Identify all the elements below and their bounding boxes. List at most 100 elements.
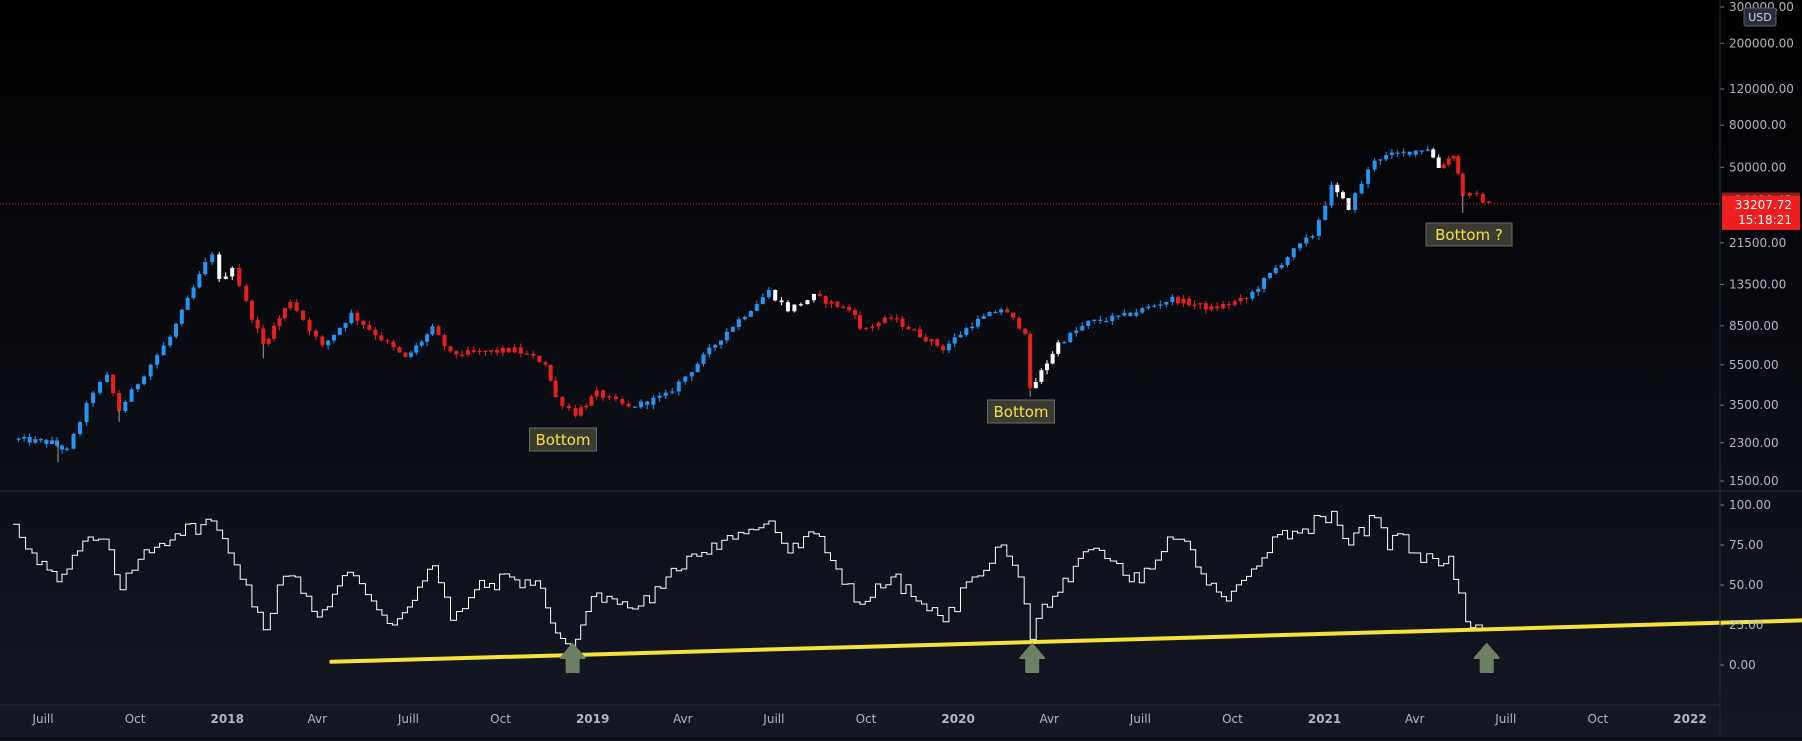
price-candle [272, 325, 277, 339]
price-candle [78, 422, 83, 434]
time-tick-label: Avr [308, 712, 328, 726]
price-candle [870, 326, 875, 328]
price-candle [589, 396, 594, 406]
price-candle [244, 285, 249, 301]
price-candle [1340, 192, 1345, 199]
time-tick-label: Oct [1222, 712, 1243, 726]
price-candle [460, 354, 465, 356]
time-tick-label: Oct [1588, 712, 1609, 726]
price-candle [408, 352, 413, 357]
price-candle [1335, 184, 1340, 193]
price-candle [1039, 370, 1044, 382]
up-arrow-shape [1473, 643, 1500, 673]
price-candle [44, 439, 49, 444]
price-candle [33, 439, 38, 443]
oscillator-line [12, 510, 1490, 650]
price-candle [841, 306, 846, 308]
price-candle [123, 401, 128, 412]
price-tick-label: 8500.00 [1729, 319, 1779, 333]
price-candle [1273, 267, 1278, 273]
price-tick-label: 200000.00 [1729, 36, 1794, 50]
price-candle [436, 326, 441, 335]
price-candle [361, 320, 366, 326]
price-candle [811, 294, 816, 301]
price-candle [1158, 304, 1163, 306]
price-candle [477, 350, 482, 353]
price-candle [1116, 315, 1121, 317]
price-candle [1372, 160, 1377, 170]
price-candle [1256, 288, 1261, 292]
price-candle [1226, 304, 1231, 306]
price-candle [941, 345, 946, 351]
price-candle [1304, 237, 1309, 244]
price-candle [1074, 330, 1079, 333]
price-candle [1011, 312, 1016, 318]
price-candle [261, 328, 266, 344]
time-tick-label: 2019 [576, 712, 609, 726]
price-candle [882, 317, 887, 323]
price-candle [651, 397, 656, 405]
price-candle [173, 323, 178, 337]
price-candle [1291, 248, 1296, 258]
currency-label: USD [1748, 11, 1772, 24]
bottom-annotation-label: Bottom [993, 403, 1048, 421]
price-candle [288, 302, 293, 309]
price-candle [203, 261, 208, 275]
price-candle [1419, 150, 1424, 152]
price-candle [1203, 303, 1208, 310]
up-arrow-icon [1019, 643, 1046, 673]
price-candle [91, 392, 96, 404]
up-arrow-shape [559, 643, 586, 673]
price-candle [355, 312, 360, 321]
price-candle [847, 306, 852, 311]
price-candle [952, 337, 957, 344]
price-candle [117, 393, 122, 412]
price-candle [724, 331, 729, 341]
price-candle [217, 254, 222, 279]
price-tick-label: 120000.00 [1729, 82, 1794, 96]
price-candle [506, 347, 511, 353]
price-candle [1104, 320, 1109, 323]
price-candle [1486, 201, 1491, 203]
price-candle [419, 341, 424, 346]
price-candle [695, 363, 700, 373]
bottom-annotation-label: Bottom ? [1435, 226, 1503, 244]
price-candle [1323, 205, 1328, 220]
price-candle [566, 405, 571, 409]
price-tick-label: 3500.00 [1729, 398, 1779, 412]
price-candle [946, 343, 951, 351]
time-tick-label: Oct [490, 712, 511, 726]
price-candle [1134, 312, 1139, 316]
price-candle [935, 339, 940, 346]
price-candle [987, 311, 992, 317]
price-candle [55, 440, 60, 446]
price-candle [999, 309, 1004, 313]
price-candle [1086, 320, 1091, 326]
price-candle [1456, 156, 1461, 174]
price-candle [906, 326, 911, 330]
price-candle [766, 290, 771, 298]
price-candle [512, 347, 517, 353]
price-candle [1359, 183, 1364, 194]
time-tick-label: Juill [31, 712, 53, 726]
price-candle [1298, 243, 1303, 249]
price-candle [255, 319, 260, 329]
time-tick-label: Juill [397, 712, 419, 726]
price-candle [1080, 325, 1085, 331]
price-candle [1460, 173, 1465, 196]
price-candle [1436, 157, 1441, 168]
price-candle [282, 308, 287, 319]
last-price-tag-label: 33207.72 [1735, 198, 1792, 212]
price-candle [142, 376, 147, 385]
price-candle [442, 334, 447, 347]
price-candle [730, 327, 735, 332]
price-candle [518, 347, 523, 354]
price-candle [1092, 319, 1097, 321]
price-candle [1480, 193, 1485, 203]
price-candle [876, 322, 881, 327]
price-candle [1221, 304, 1226, 309]
bottom-annotation [987, 399, 1055, 424]
